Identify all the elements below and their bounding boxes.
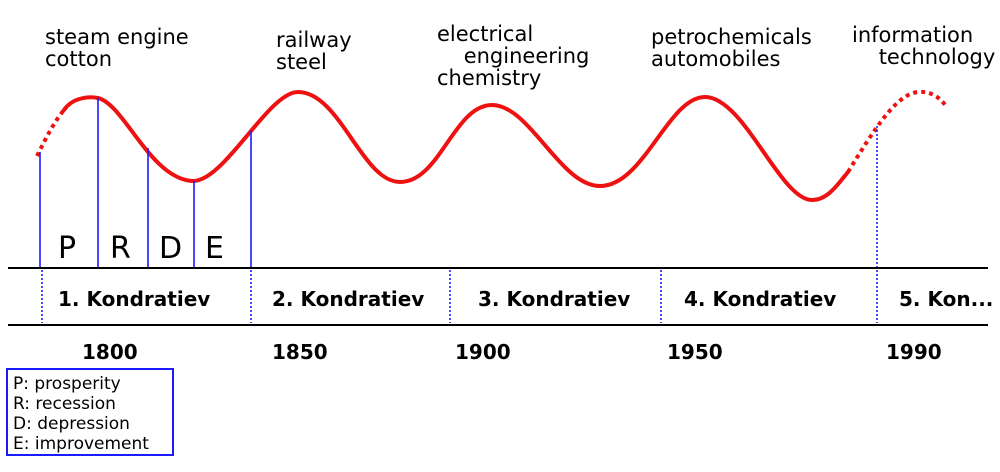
year-label-1: 1800	[82, 340, 138, 364]
wave-name-2: 2. Kondratiev	[272, 287, 425, 311]
year-label-4: 1950	[667, 340, 723, 364]
innovation-label-1: steam engine cotton	[45, 25, 189, 71]
legend-entry-prosperity: P: prosperity	[13, 374, 121, 394]
year-label-2: 1850	[272, 340, 328, 364]
wave-name-3: 3. Kondratiev	[478, 287, 631, 311]
legend-entry-improvement: E: improvement	[13, 434, 149, 454]
wave-name-4: 4. Kondratiev	[684, 287, 837, 311]
year-label-5: 1990	[886, 340, 942, 364]
innovation-label-5: information technology	[852, 23, 996, 69]
phase-legend: P: prosperity R: recession D: depression…	[6, 368, 174, 456]
phase-letter-recession: R	[110, 231, 131, 266]
innovation-label-2: railway steel	[276, 28, 352, 74]
innovation-label-3: electrical engineering chemistry	[437, 22, 590, 90]
phase-letter-improvement: E	[205, 231, 224, 266]
wave-name-5: 5. Kon...	[899, 287, 994, 311]
wave-curve	[62, 89, 850, 203]
wave-name-1: 1. Kondratiev	[58, 287, 211, 311]
wave-curve-extrapolated-end	[846, 89, 948, 174]
legend-entry-depression: D: depression	[13, 414, 130, 434]
wave-curve-extrapolated-start	[35, 108, 66, 157]
phase-letter-depression: D	[159, 231, 183, 266]
phase-letter-prosperity: P	[58, 231, 77, 266]
innovation-label-4: petrochemicals automobiles	[651, 25, 812, 71]
year-label-3: 1900	[455, 340, 511, 364]
legend-entry-recession: R: recession	[13, 394, 116, 414]
